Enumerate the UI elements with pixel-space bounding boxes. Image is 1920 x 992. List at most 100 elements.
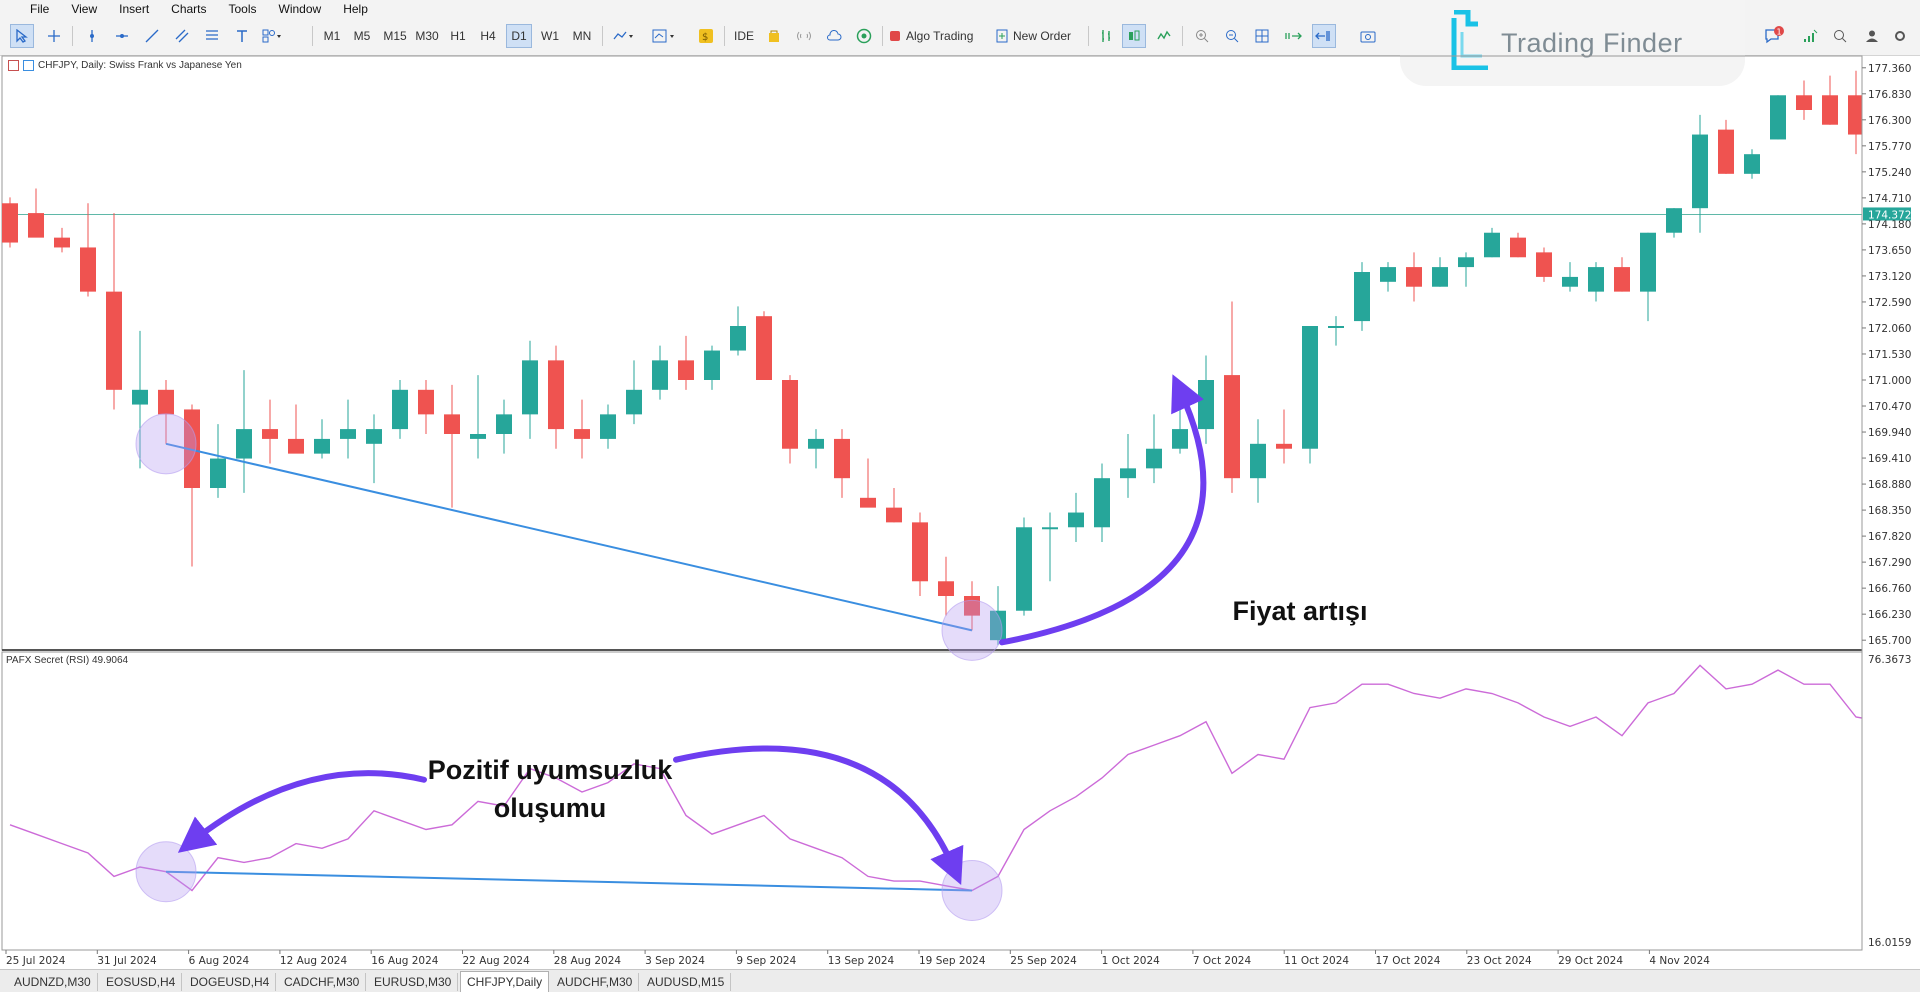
- channel-icon[interactable]: [170, 24, 194, 48]
- menu-help[interactable]: Help: [343, 1, 368, 16]
- chart-shift-icon[interactable]: [1312, 24, 1336, 48]
- settings-icon[interactable]: [1888, 24, 1912, 48]
- new-order-button[interactable]: New Order: [996, 24, 1082, 48]
- zoom-out-icon[interactable]: [1220, 24, 1244, 48]
- bearish-candle[interactable]: [756, 316, 772, 380]
- bearish-candle[interactable]: [418, 389, 434, 415]
- line-chart-icon[interactable]: [1152, 24, 1176, 48]
- bullish-candle[interactable]: [1562, 276, 1578, 287]
- bullish-candle[interactable]: [1354, 272, 1370, 322]
- rsi-divergence-trendline[interactable]: [165, 870, 973, 892]
- bullish-candle[interactable]: [1328, 326, 1344, 328]
- bearish-candle[interactable]: [574, 429, 590, 439]
- bullish-candle[interactable]: [1484, 232, 1500, 258]
- bullish-candle[interactable]: [652, 360, 668, 390]
- chart-tab[interactable]: CHFJPY,Daily: [460, 971, 550, 992]
- bullish-candle[interactable]: [1302, 326, 1318, 449]
- templates-icon[interactable]: [652, 24, 676, 48]
- trendline-icon[interactable]: [140, 24, 164, 48]
- bearish-candle[interactable]: [54, 237, 70, 248]
- bearish-candle[interactable]: [1796, 95, 1812, 110]
- bearish-candle[interactable]: [834, 438, 850, 479]
- bullish-candle[interactable]: [340, 429, 356, 439]
- bullish-candle[interactable]: [626, 389, 642, 415]
- timeframe-d1[interactable]: D1: [506, 24, 532, 48]
- bullish-candle[interactable]: [132, 389, 148, 405]
- bullish-candle[interactable]: [392, 389, 408, 430]
- bearish-candle[interactable]: [1276, 443, 1292, 449]
- bearish-candle[interactable]: [158, 389, 174, 415]
- bullish-candle[interactable]: [808, 438, 824, 449]
- bullish-candle[interactable]: [704, 350, 720, 380]
- menu-window[interactable]: Window: [278, 1, 322, 16]
- bearish-candle[interactable]: [938, 581, 954, 596]
- bullish-candle[interactable]: [1458, 257, 1474, 268]
- candlestick-icon[interactable]: [1122, 24, 1146, 48]
- bearish-candle[interactable]: [28, 213, 44, 238]
- bearish-candle[interactable]: [288, 438, 304, 454]
- algo-trading-button[interactable]: Algo Trading: [890, 24, 988, 48]
- bullish-candle[interactable]: [366, 429, 382, 444]
- search-icon[interactable]: [1828, 24, 1852, 48]
- bullish-candle[interactable]: [1042, 527, 1058, 530]
- bearish-candle[interactable]: [1848, 95, 1864, 135]
- menu-file[interactable]: File: [30, 1, 50, 16]
- bullish-candle[interactable]: [314, 438, 330, 454]
- bearish-candle[interactable]: [1822, 95, 1838, 125]
- chart-tab[interactable]: EURUSD,M30: [368, 973, 459, 991]
- vertical-line-icon[interactable]: [80, 24, 104, 48]
- account-icon[interactable]: [1860, 24, 1884, 48]
- menu-view[interactable]: View: [71, 1, 98, 16]
- bullish-candle[interactable]: [1250, 443, 1266, 479]
- bullish-candle[interactable]: [1432, 267, 1448, 287]
- timeframe-m5[interactable]: M5: [353, 29, 371, 43]
- cloud-icon[interactable]: [822, 24, 846, 48]
- bullish-candle[interactable]: [236, 429, 252, 459]
- chart-tab[interactable]: DOGEUSD,H4: [184, 973, 277, 991]
- timeframe-h4[interactable]: H4: [480, 29, 496, 43]
- bullish-candle[interactable]: [1198, 380, 1214, 430]
- menu-tools[interactable]: Tools: [228, 1, 257, 16]
- shopping-bag-icon[interactable]: [762, 24, 786, 48]
- chart-tab[interactable]: AUDNZD,M30: [8, 973, 98, 991]
- menu-charts[interactable]: Charts: [171, 1, 207, 16]
- text-tool-icon[interactable]: [230, 24, 254, 48]
- bullish-candle[interactable]: [1120, 468, 1136, 479]
- bearish-candle[interactable]: [80, 247, 96, 292]
- bullish-candle[interactable]: [1172, 429, 1188, 449]
- market-icon[interactable]: $: [694, 24, 718, 48]
- bearish-candle[interactable]: [1406, 267, 1422, 287]
- bullish-candle[interactable]: [1692, 134, 1708, 209]
- bullish-candle[interactable]: [496, 414, 512, 434]
- signal-strength-icon[interactable]: [1798, 24, 1822, 48]
- bearish-candle[interactable]: [184, 409, 200, 488]
- menu-insert[interactable]: Insert: [119, 1, 150, 16]
- bearish-candle[interactable]: [2, 203, 18, 243]
- bearish-candle[interactable]: [1510, 237, 1526, 258]
- bullish-candle[interactable]: [210, 458, 226, 488]
- horizontal-line-icon[interactable]: [110, 24, 134, 48]
- bearish-candle[interactable]: [262, 429, 278, 439]
- bullish-candle[interactable]: [1770, 95, 1786, 140]
- vps-icon[interactable]: [852, 24, 876, 48]
- bullish-candle[interactable]: [1588, 267, 1604, 292]
- bearish-candle[interactable]: [444, 414, 460, 434]
- price-chart[interactable]: 177.360 176.830 176.300 175.770 175.240 174.7…: [0, 0, 1920, 969]
- chart-tab[interactable]: AUDCHF,M30: [551, 973, 640, 991]
- chart-tab[interactable]: AUDUSD,M15: [641, 973, 732, 991]
- crosshair-icon[interactable]: [42, 24, 66, 48]
- bullish-candle[interactable]: [600, 414, 616, 439]
- bearish-candle[interactable]: [1614, 267, 1630, 292]
- bullish-candle[interactable]: [1146, 448, 1162, 469]
- bullish-candle[interactable]: [1380, 267, 1396, 282]
- bearish-candle[interactable]: [782, 380, 798, 449]
- timeframe-m15[interactable]: M15: [383, 29, 407, 43]
- bearish-candle[interactable]: [678, 360, 694, 380]
- bearish-candle[interactable]: [886, 507, 902, 523]
- timeframe-m30[interactable]: M30: [415, 29, 439, 43]
- zoom-in-icon[interactable]: [1190, 24, 1214, 48]
- bullish-candle[interactable]: [1744, 154, 1760, 174]
- bullish-candle[interactable]: [1640, 232, 1656, 292]
- bearish-candle[interactable]: [548, 360, 564, 430]
- signal-icon[interactable]: [792, 24, 816, 48]
